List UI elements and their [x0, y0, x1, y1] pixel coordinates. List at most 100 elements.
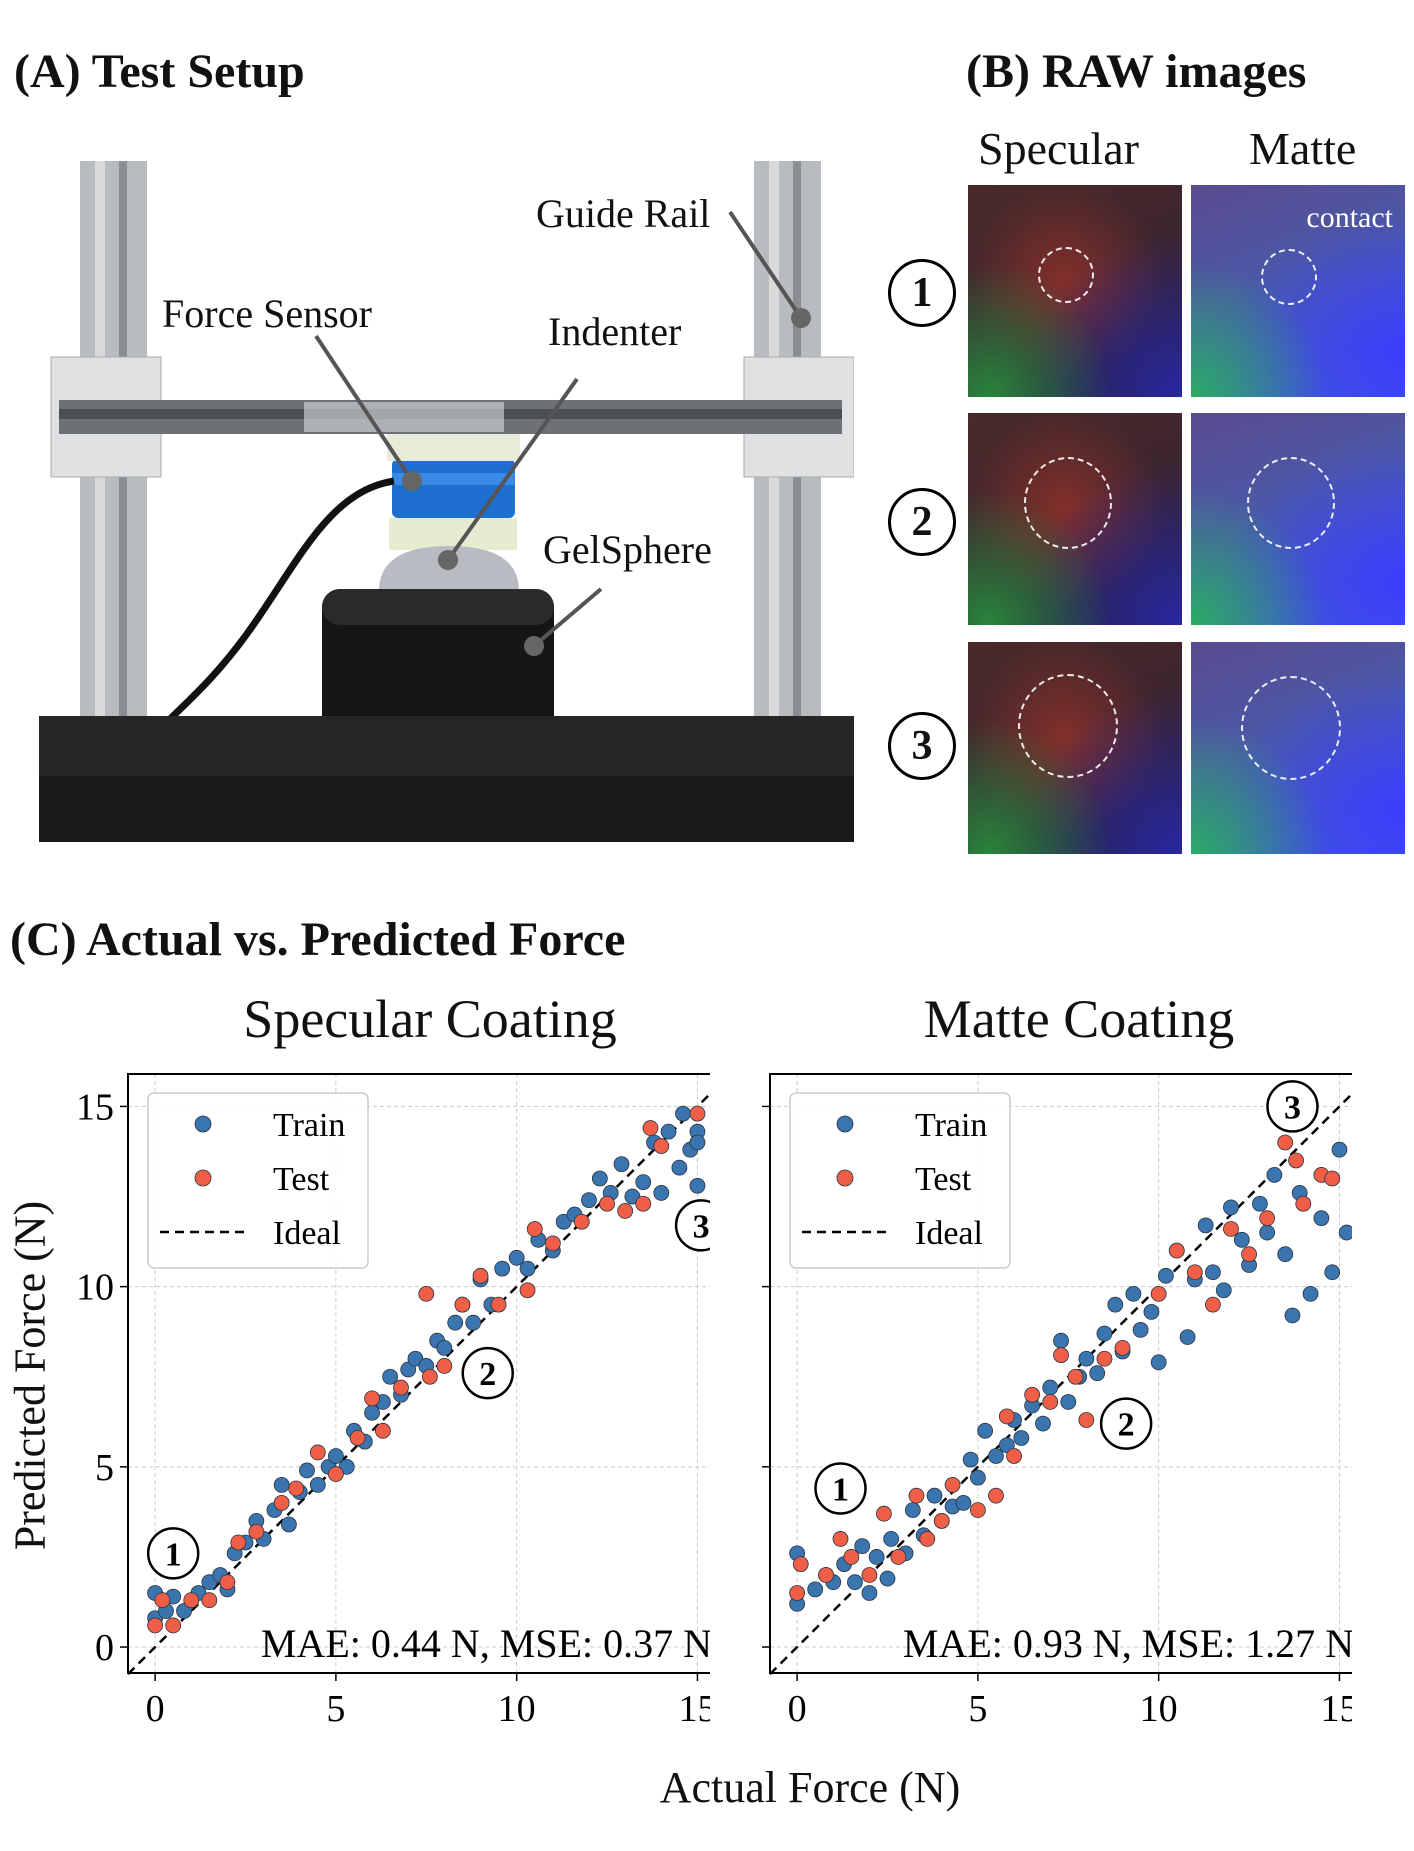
annotation-label-1: 1 [165, 1536, 182, 1573]
train-point [465, 1314, 482, 1331]
row-number-3: 3 [888, 712, 956, 780]
raw-image-specular-3 [968, 642, 1182, 854]
test-point [454, 1296, 471, 1313]
label-force-sensor: Force Sensor [162, 291, 372, 336]
raw-image-specular-1 [968, 185, 1182, 397]
test-point [789, 1585, 806, 1601]
x-tick-label: 0 [146, 1688, 165, 1730]
train-point [879, 1570, 896, 1587]
test-point [1241, 1246, 1257, 1263]
contact-circle [1018, 674, 1118, 778]
train-point [436, 1340, 453, 1356]
train-point [1331, 1141, 1348, 1158]
test-point [309, 1444, 326, 1461]
y-tick-label: 5 [95, 1447, 114, 1489]
test-point [201, 1592, 218, 1609]
train-point [861, 1585, 878, 1601]
test-point [1259, 1210, 1276, 1227]
metrics-text: MAE: 0.93 N, MSE: 1.27 N² [903, 1621, 1352, 1666]
contact-label: contact [1306, 201, 1393, 234]
contact-circle [1038, 247, 1094, 303]
test-point [288, 1480, 305, 1497]
test-point [944, 1476, 961, 1493]
test-point [1205, 1296, 1221, 1313]
test-point [988, 1487, 1004, 1504]
test-point [843, 1549, 860, 1565]
train-point [1324, 1264, 1341, 1281]
test-point [792, 1556, 809, 1573]
annotation-label-3: 3 [1284, 1089, 1301, 1126]
train-point [1078, 1350, 1095, 1367]
test-point [165, 1617, 182, 1634]
legend-box [789, 1092, 1011, 1269]
test-point [919, 1531, 936, 1547]
raw-image-matte-2 [1191, 413, 1405, 625]
train-point [926, 1487, 943, 1504]
train-point [327, 1448, 344, 1464]
train-point [613, 1156, 630, 1173]
raw-image-matte-3 [1191, 642, 1405, 854]
train-point [671, 1159, 688, 1176]
train-point [309, 1476, 326, 1493]
test-point [375, 1422, 391, 1439]
train-point [1125, 1285, 1142, 1302]
column-label-specular: Specular [978, 123, 1139, 174]
test-point [832, 1531, 849, 1547]
test-point [526, 1221, 543, 1237]
test-point [154, 1592, 171, 1609]
scatter-plot-specular: 00 5 5 10 10 15 15 Train Test Ideal MAE: 0.44 N, M… [76, 1073, 710, 1730]
test-point [908, 1487, 925, 1504]
train-point [1150, 1354, 1167, 1371]
raw-image-specular-2 [968, 413, 1182, 625]
train-point [1096, 1325, 1113, 1342]
legend-box [147, 1092, 369, 1269]
train-point [635, 1174, 652, 1191]
train-point [1053, 1332, 1069, 1349]
train-point [1179, 1329, 1196, 1345]
test-point [969, 1502, 986, 1518]
annotation-circle-2 [1099, 1397, 1153, 1450]
contact-circle [1247, 457, 1335, 549]
train-point [508, 1249, 525, 1266]
test-point [1024, 1386, 1041, 1403]
test-point [1288, 1152, 1304, 1169]
train-point [689, 1177, 706, 1194]
train-point [904, 1502, 921, 1518]
metrics-text: MAE: 0.44 N, MSE: 0.37 N² [261, 1621, 710, 1666]
contact-circle [1241, 676, 1341, 780]
test-point [1067, 1368, 1084, 1385]
train-point [1205, 1264, 1221, 1281]
test-point [1277, 1134, 1294, 1151]
test-point [1186, 1264, 1203, 1281]
train-point [519, 1260, 536, 1277]
x-tick-label: 10 [1140, 1688, 1178, 1730]
train-point [689, 1134, 706, 1151]
test-point [1150, 1285, 1167, 1302]
train-point [1107, 1296, 1124, 1313]
annotation-circle-3 [674, 1199, 710, 1252]
train-point [955, 1494, 972, 1511]
train-point [807, 1581, 824, 1598]
annotation-label-1: 1 [832, 1471, 849, 1508]
test-point [998, 1408, 1015, 1425]
legend-test-marker [836, 1169, 854, 1187]
x-tick-label: 5 [326, 1688, 345, 1730]
chart-title-specular: Specular Coating [243, 989, 617, 1049]
test-point [349, 1430, 366, 1446]
annotation-circle-1 [814, 1462, 867, 1515]
train-point [847, 1574, 863, 1591]
test-point [230, 1534, 247, 1551]
test-point [1006, 1448, 1022, 1464]
test-point [861, 1567, 878, 1583]
label-gelsphere: GelSphere [543, 527, 712, 572]
test-point [1053, 1347, 1069, 1364]
contact-circle [1261, 249, 1317, 305]
train-point [1215, 1282, 1232, 1299]
legend-train-marker [836, 1115, 854, 1133]
row-number-1: 1 [888, 259, 956, 327]
test-point [327, 1466, 344, 1482]
train-point [581, 1192, 597, 1209]
test-setup-photo [39, 161, 854, 842]
train-point [1302, 1285, 1319, 1302]
train-point [1233, 1231, 1250, 1248]
